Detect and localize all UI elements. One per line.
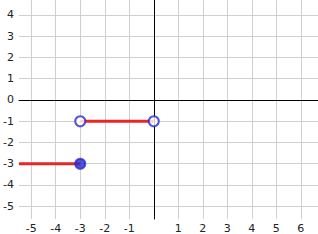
svg-text:-5: -5 (26, 222, 37, 234)
svg-text:2: 2 (7, 51, 14, 64)
svg-text:-4: -4 (50, 222, 61, 234)
svg-text:5: 5 (273, 222, 280, 234)
svg-text:3: 3 (7, 30, 14, 43)
svg-text:-3: -3 (75, 222, 86, 234)
svg-text:4: 4 (248, 222, 255, 234)
svg-text:4: 4 (7, 8, 14, 21)
svg-text:3: 3 (224, 222, 231, 234)
svg-text:1: 1 (175, 222, 182, 234)
svg-text:2: 2 (199, 222, 206, 234)
svg-text:-1: -1 (124, 222, 135, 234)
svg-text:-2: -2 (3, 136, 14, 149)
svg-text:-3: -3 (3, 157, 14, 170)
svg-text:-4: -4 (3, 178, 14, 191)
svg-text:6: 6 (297, 222, 304, 234)
svg-text:1: 1 (7, 72, 14, 85)
svg-text:-2: -2 (99, 222, 110, 234)
svg-text:-5: -5 (3, 200, 14, 213)
svg-text:-1: -1 (3, 115, 14, 128)
svg-text:0: 0 (7, 93, 14, 106)
